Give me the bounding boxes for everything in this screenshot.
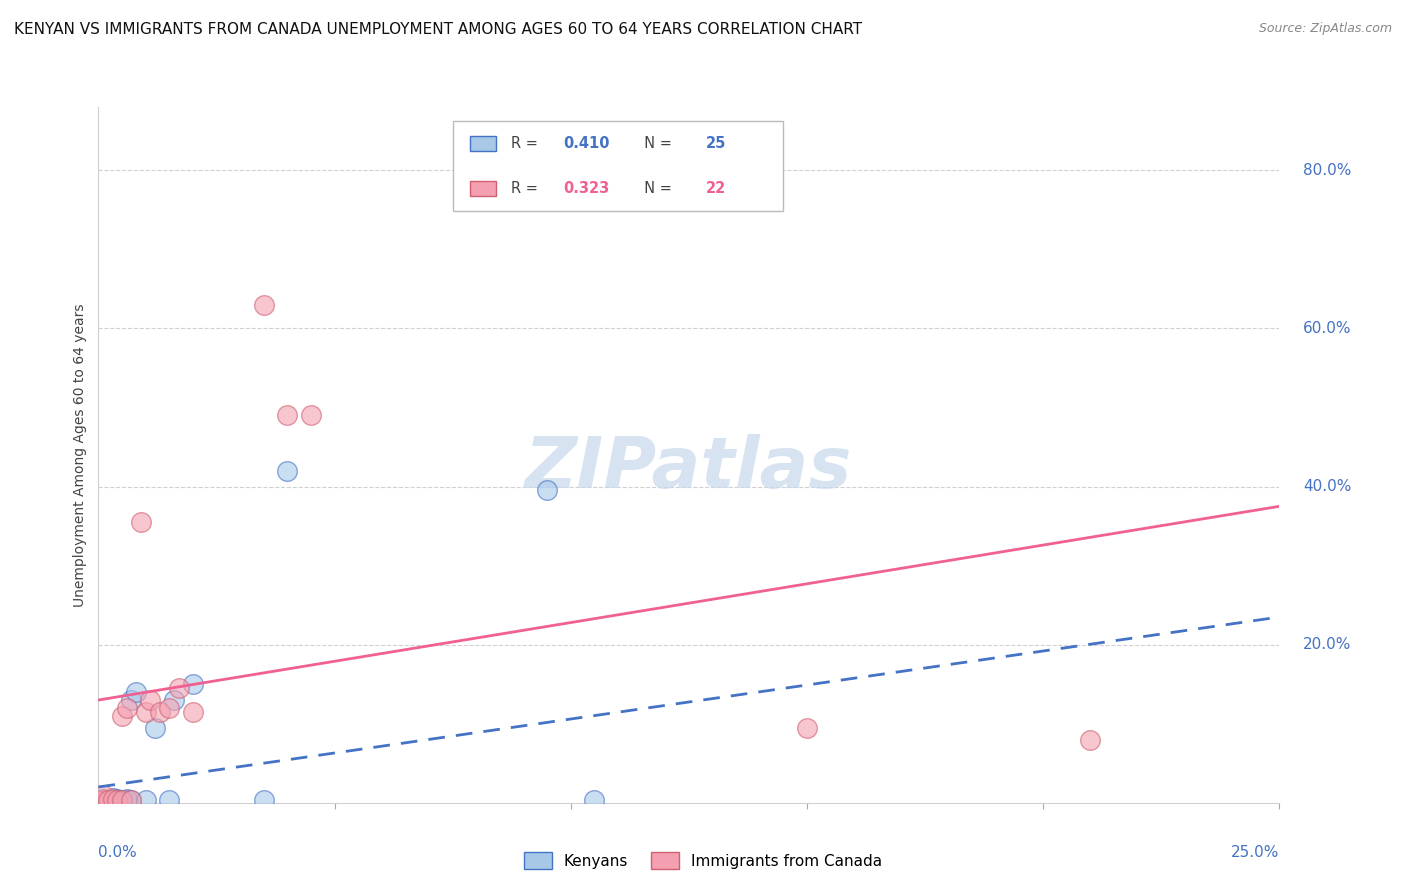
Point: [149, 705, 172, 719]
Point: [276, 464, 298, 478]
Point: [157, 793, 180, 807]
Point: [135, 793, 157, 807]
Point: [91, 792, 114, 806]
Point: [91, 793, 114, 807]
Text: Source: ZipAtlas.com: Source: ZipAtlas.com: [1258, 22, 1392, 36]
Point: [135, 705, 157, 719]
Point: [157, 701, 180, 715]
Text: 25: 25: [706, 136, 725, 151]
Point: [536, 483, 558, 498]
Point: [115, 701, 138, 715]
Point: [121, 792, 143, 806]
Text: N =: N =: [634, 136, 676, 151]
Text: KENYAN VS IMMIGRANTS FROM CANADA UNEMPLOYMENT AMONG AGES 60 TO 64 YEARS CORRELAT: KENYAN VS IMMIGRANTS FROM CANADA UNEMPLO…: [14, 22, 862, 37]
Point: [97, 794, 120, 808]
FancyBboxPatch shape: [453, 121, 783, 211]
FancyBboxPatch shape: [471, 136, 496, 152]
Point: [253, 298, 276, 312]
Point: [101, 793, 124, 807]
Text: 20.0%: 20.0%: [1303, 637, 1351, 652]
Text: 22: 22: [706, 181, 725, 196]
Point: [111, 793, 134, 807]
Point: [105, 792, 128, 806]
Point: [276, 409, 298, 423]
Text: 0.323: 0.323: [564, 181, 610, 196]
Point: [97, 792, 120, 806]
Point: [111, 794, 134, 808]
Point: [105, 793, 128, 807]
Point: [97, 793, 120, 807]
Point: [115, 793, 138, 807]
Text: 0.0%: 0.0%: [98, 845, 138, 860]
Point: [796, 721, 818, 735]
Text: R =: R =: [510, 136, 543, 151]
Point: [181, 677, 204, 691]
Text: 40.0%: 40.0%: [1303, 479, 1351, 494]
Text: N =: N =: [634, 181, 676, 196]
Point: [91, 788, 114, 802]
Point: [121, 693, 143, 707]
Text: 25.0%: 25.0%: [1232, 845, 1279, 860]
Point: [299, 409, 322, 423]
Point: [111, 792, 134, 806]
Point: [1080, 732, 1102, 747]
Point: [87, 794, 110, 808]
Point: [181, 705, 204, 719]
Legend: Kenyans, Immigrants from Canada: Kenyans, Immigrants from Canada: [517, 846, 889, 875]
Point: [139, 693, 162, 707]
Point: [129, 515, 152, 529]
Text: 80.0%: 80.0%: [1303, 163, 1351, 178]
Text: 0.410: 0.410: [564, 136, 610, 151]
Point: [121, 793, 143, 807]
Text: 60.0%: 60.0%: [1303, 321, 1351, 336]
Point: [583, 793, 606, 807]
Point: [253, 793, 276, 807]
Point: [87, 794, 110, 808]
Text: R =: R =: [510, 181, 543, 196]
Point: [115, 792, 138, 806]
Y-axis label: Unemployment Among Ages 60 to 64 years: Unemployment Among Ages 60 to 64 years: [73, 303, 87, 607]
FancyBboxPatch shape: [471, 181, 496, 196]
Point: [105, 793, 128, 807]
Point: [101, 791, 124, 805]
Point: [91, 793, 114, 807]
Point: [101, 792, 124, 806]
Point: [167, 681, 190, 695]
Point: [125, 685, 148, 699]
Point: [163, 693, 186, 707]
Point: [143, 721, 166, 735]
Text: ZIPatlas: ZIPatlas: [526, 434, 852, 503]
Point: [111, 708, 134, 723]
